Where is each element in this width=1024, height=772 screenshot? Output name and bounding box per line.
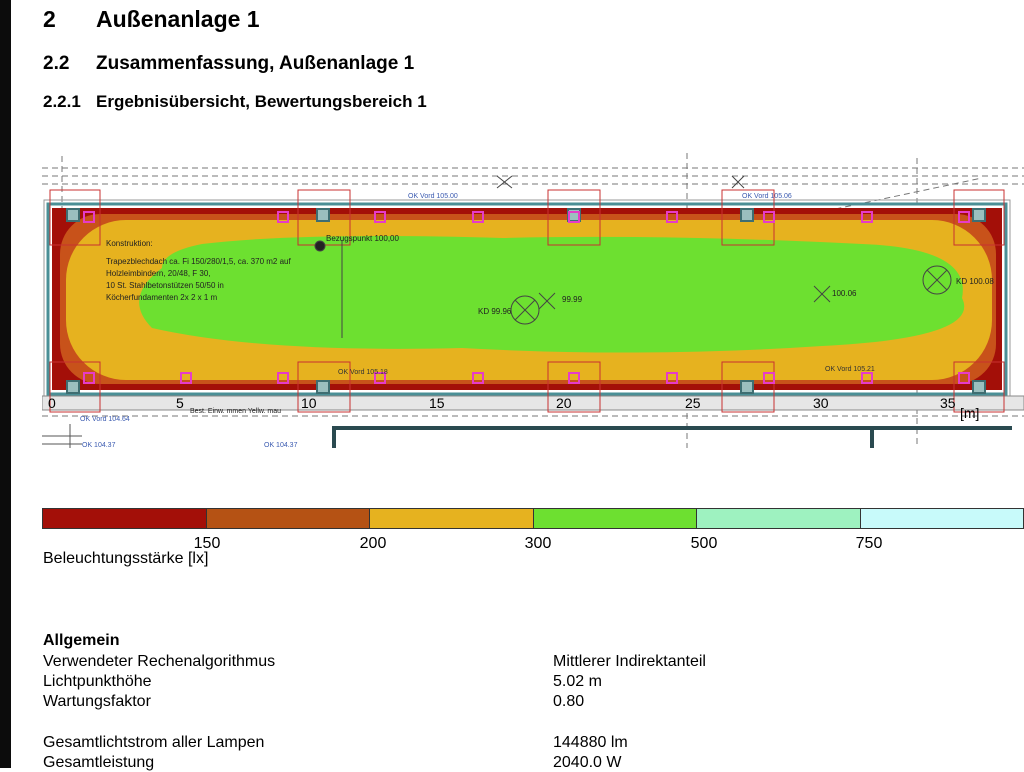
illuminance-color-scale [42, 508, 1024, 529]
row-value: 144880 lm [553, 734, 628, 752]
scale-swatch-1 [42, 508, 207, 529]
general-row: Gesamtleistung 2040.0 W [43, 754, 154, 772]
construction-note-line-3: Holzleimbindern, 20/48, F 30, [106, 269, 211, 278]
general-row: Gesamtlichtstrom aller Lampen 144880 lm [43, 734, 264, 752]
subsection-number: 2.2.1 [43, 92, 96, 112]
scale-tick-500: 500 [691, 535, 718, 553]
level-label-1: OK Vord 105.00 [408, 193, 458, 200]
level-label-4: OK Vord 105.18 [338, 369, 388, 376]
scale-swatch-4 [533, 508, 698, 529]
chapter-number: 2 [43, 6, 96, 33]
axis-tick-10: 10 [301, 395, 317, 411]
axis-tick-25: 25 [685, 395, 701, 411]
level-label-2: OK Vord 105.06 [742, 193, 792, 200]
level-label-7: OK 104.37 [264, 442, 298, 449]
scale-unit-label: Beleuchtungsstärke [lx] [43, 550, 208, 568]
bottom-note: Best. Einw. mmen Yellw. mau [190, 408, 281, 415]
axis-tick-30: 30 [813, 395, 829, 411]
axis-unit: [m] [960, 405, 979, 421]
construction-note-line-2: Trapezblechdach ca. Fi 150/280/1,5, ca. … [106, 257, 291, 266]
general-row: Verwendeter Rechenalgorithmus Mittlerer … [43, 653, 275, 671]
kd-label-4: KD 100.08 [956, 277, 994, 286]
subsection-title: Ergebnisübersicht, Bewertungsbereich 1 [96, 92, 427, 111]
scale-tick-750: 750 [856, 535, 883, 553]
left-edge-bar [0, 0, 11, 768]
row-label: Verwendeter Rechenalgorithmus [43, 653, 275, 670]
scale-swatch-2 [206, 508, 371, 529]
level-label-5: OK Vord 104.64 [80, 416, 130, 423]
chapter-title: Außenanlage 1 [96, 6, 260, 32]
section-title: Zusammenfassung, Außenanlage 1 [96, 53, 414, 74]
general-row: Lichtpunkthöhe 5.02 m [43, 673, 152, 691]
kd-label-3: 100.06 [832, 289, 857, 298]
axis-tick-15: 15 [429, 395, 445, 411]
level-label-6: OK 104.37 [82, 442, 116, 449]
row-value: 5.02 m [553, 673, 602, 691]
row-label: Gesamtlichtstrom aller Lampen [43, 734, 264, 751]
scale-tick-200: 200 [360, 535, 387, 553]
reference-point-label: Bezugspunkt 100,00 [326, 234, 399, 243]
illuminance-plan: OK Vord 105.00 OK Vord 105.06 OK Vord 10… [42, 148, 1024, 452]
general-section-title: Allgemein [43, 632, 119, 650]
row-value: 0.80 [553, 693, 584, 711]
section-number: 2.2 [43, 53, 96, 75]
construction-note-line-4: 10 St. Stahlbetonstützen 50/50 in [106, 281, 224, 290]
scale-swatch-3 [369, 508, 534, 529]
axis-tick-5: 5 [176, 395, 184, 411]
row-value: 2040.0 W [553, 754, 621, 772]
row-label: Gesamtleistung [43, 754, 154, 771]
axis-tick-0: 0 [48, 395, 56, 411]
scale-swatch-6 [860, 508, 1024, 529]
axis-tick-35: 35 [940, 395, 956, 411]
level-label-3: OK Vord 105.21 [825, 366, 875, 373]
axis-tick-20: 20 [556, 395, 572, 411]
row-value: Mittlerer Indirektanteil [553, 653, 706, 671]
row-label: Wartungsfaktor [43, 693, 151, 710]
kd-label-1: KD 99.96 [478, 307, 512, 316]
general-row: Wartungsfaktor 0.80 [43, 693, 151, 711]
scale-swatch-5 [696, 508, 861, 529]
row-label: Lichtpunkthöhe [43, 673, 152, 690]
kd-label-2: 99.99 [562, 295, 583, 304]
construction-note-line-5: Köcherfundamenten 2x 2 x 1 m [106, 293, 218, 302]
scale-tick-300: 300 [525, 535, 552, 553]
construction-note-line-1: Konstruktion: [106, 239, 153, 248]
